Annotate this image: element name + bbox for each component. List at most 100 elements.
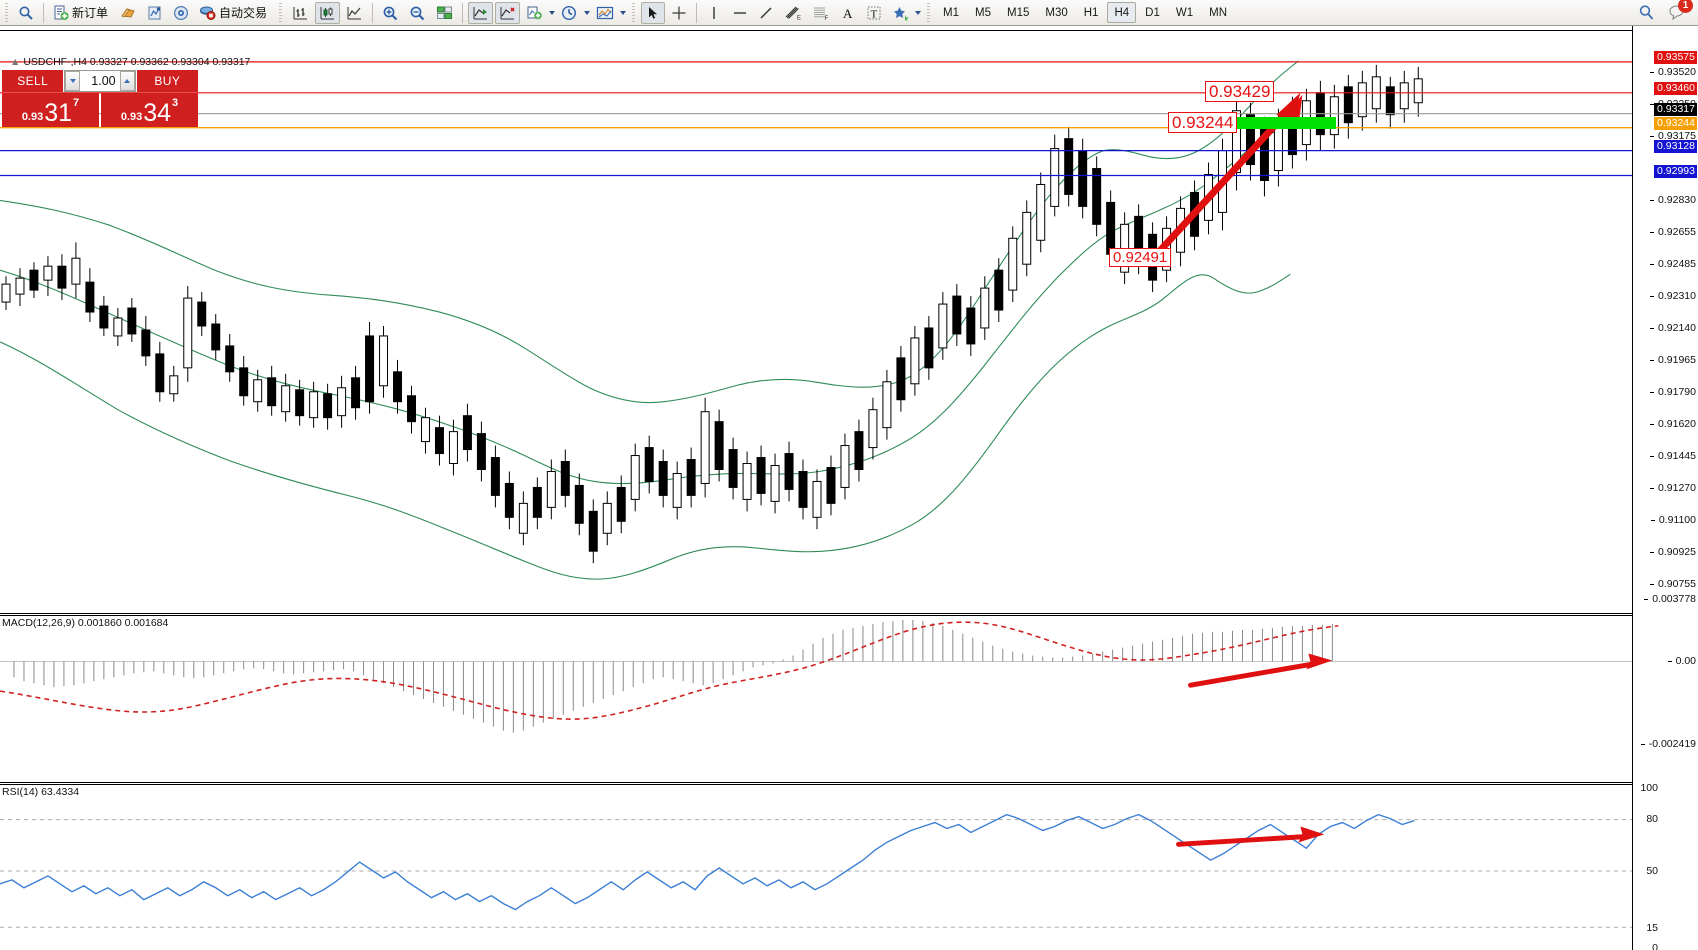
price-tick-092310: 0.92310 — [1650, 290, 1696, 302]
price-tag-093244[interactable]: 0.93244 — [1654, 117, 1697, 130]
equidistant-channel-icon[interactable]: E — [780, 2, 806, 24]
svg-text:A: A — [843, 6, 853, 21]
entry-zone-label[interactable]: 0.93244 — [1168, 112, 1238, 133]
rsi-tick-15: 15 — [1646, 922, 1658, 934]
entry-zone-rectangle[interactable] — [1232, 117, 1336, 129]
resistance-target-label[interactable]: 0.93429 — [1205, 81, 1275, 102]
vertical-line-icon[interactable] — [702, 2, 726, 24]
swing-low-label[interactable]: 0.92491 — [1109, 248, 1172, 267]
price-tick-090925: 0.90925 — [1650, 546, 1696, 558]
arrows-dropdown-icon[interactable] — [914, 2, 922, 24]
macd-panel[interactable]: MACD(12,26,9) 0.001860 0.001684 — [0, 615, 1633, 783]
notifications-icon[interactable]: 1 — [1666, 0, 1693, 23]
macd-label: MACD(12,26,9) 0.001860 0.001684 — [2, 617, 169, 629]
timeframe-group: M1 M5 M15 M30 H1 H4 D1 W1 MN — [935, 2, 1235, 23]
symbol-ohlc-text: USDCHF-,H4 0.93327 0.93362 0.93304 0.933… — [23, 56, 251, 68]
buy-button[interactable]: BUY — [136, 70, 198, 92]
macd-uptrend-arrow[interactable] — [1188, 653, 1333, 688]
volume-increase-icon[interactable] — [119, 71, 135, 91]
line-chart-icon[interactable] — [342, 2, 367, 24]
add-indicator-dropdown-icon[interactable] — [548, 2, 556, 24]
toolbar-grip-3[interactable] — [630, 2, 638, 23]
buy-quote-sup: 3 — [172, 97, 179, 109]
trendline-icon[interactable] — [754, 2, 778, 24]
arrows-shapes-icon[interactable] — [888, 2, 913, 24]
data-window-icon[interactable] — [169, 2, 193, 24]
toolbar-grip-4[interactable] — [925, 2, 933, 23]
timeframe-m15[interactable]: M15 — [1007, 6, 1030, 19]
zoom-out-icon[interactable] — [405, 2, 430, 24]
horizontal-line-icon[interactable] — [728, 2, 752, 24]
period-dropdown-icon[interactable] — [583, 2, 591, 24]
price-tag-093128[interactable]: 0.93128 — [1654, 140, 1697, 153]
text-label-tool-icon[interactable]: T — [862, 2, 886, 24]
volume-stepper[interactable]: 1.00 — [64, 70, 136, 92]
buy-quote[interactable]: 0.93 34 3 — [101, 93, 198, 127]
auto-scroll-icon[interactable] — [495, 1, 521, 24]
period-clock-icon[interactable] — [557, 2, 582, 24]
search-icon[interactable] — [1636, 3, 1656, 23]
price-tick-090755: 0.90755 — [1650, 578, 1696, 590]
svg-text:F: F — [825, 16, 829, 21]
price-tag-093460[interactable]: 0.93460 — [1654, 82, 1697, 95]
cursor-tool-icon[interactable] — [641, 1, 666, 24]
price-tick-093175: 0.93175 — [1650, 130, 1696, 142]
macd-tick-0002419: -0.002419 — [1640, 738, 1696, 750]
price-axis[interactable]: 0.935200.933500.931750.928300.926550.924… — [1632, 26, 1698, 950]
new-order-button[interactable]: 新订单 — [49, 2, 114, 24]
template-dropdown-icon[interactable] — [619, 2, 627, 24]
bollinger-upper-band — [0, 60, 1299, 404]
add-indicator-icon[interactable] — [522, 2, 547, 24]
price-tag-093575[interactable]: 0.93575 — [1654, 51, 1697, 64]
crosshair-cursor-icon[interactable] — [667, 2, 691, 24]
sell-button[interactable]: SELL — [2, 70, 64, 92]
price-tick-091620: 0.91620 — [1650, 418, 1696, 430]
fibonacci-icon[interactable]: F — [808, 2, 834, 24]
sell-quote-sup: 7 — [73, 97, 80, 109]
timeframe-m5[interactable]: M5 — [975, 6, 991, 19]
sell-quote-big: 31 — [44, 99, 73, 127]
rsi-plot — [0, 813, 1632, 928]
price-tick-091270: 0.91270 — [1650, 482, 1696, 494]
volume-decrease-icon[interactable] — [65, 71, 81, 91]
toolbar-grip[interactable] — [3, 2, 10, 23]
rsi-panel[interactable]: RSI(14) 63.4334 — [0, 784, 1633, 950]
chart-shift-icon[interactable] — [468, 1, 494, 24]
timeframe-m30[interactable]: M30 — [1045, 6, 1068, 19]
volume-value[interactable]: 1.00 — [80, 71, 120, 91]
symbol-expand-icon[interactable]: ▲ — [10, 56, 21, 68]
one-click-quote-row: 0.93 31 7 0.93 34 3 — [2, 93, 198, 127]
rsi-tick-0: 0 — [1652, 942, 1658, 950]
rsi-uptrend-arrow[interactable] — [1176, 826, 1325, 847]
timeframe-w1[interactable]: W1 — [1175, 6, 1194, 19]
timeframe-d1[interactable]: D1 — [1145, 6, 1160, 19]
candlestick-chart-icon[interactable] — [315, 1, 341, 24]
one-click-trading-panel[interactable]: SELL 1.00 BUY 0.93 31 7 0.93 34 3 — [2, 70, 198, 127]
timeframe-mn[interactable]: MN — [1209, 6, 1227, 19]
bar-chart-icon[interactable] — [288, 2, 313, 24]
template-icon[interactable] — [592, 2, 618, 24]
price-panel[interactable] — [0, 30, 1633, 614]
sell-quote[interactable]: 0.93 31 7 — [2, 93, 99, 127]
crosshair-tool-icon[interactable] — [143, 2, 167, 24]
macd-plot — [0, 619, 1632, 733]
price-tick-091965: 0.91965 — [1650, 354, 1696, 366]
rsi-tick-80: 80 — [1646, 813, 1658, 825]
text-tool-icon[interactable]: A — [836, 2, 860, 24]
chart-area[interactable]: ▲ USDCHF-,H4 0.93327 0.93362 0.93304 0.9… — [0, 26, 1698, 950]
timeframe-h4[interactable]: H4 — [1107, 2, 1137, 23]
timeframe-h1[interactable]: H1 — [1083, 6, 1099, 19]
indicators-icon[interactable] — [116, 2, 141, 24]
price-tag-093317[interactable]: 0.93317 — [1654, 103, 1697, 116]
toolbar-grip-2[interactable] — [277, 2, 285, 23]
auto-trading-button[interactable]: 自动交易 — [195, 2, 273, 24]
zoom-search-icon[interactable] — [14, 2, 38, 24]
toolbar-separator-3 — [462, 2, 464, 23]
price-tick-092830: 0.92830 — [1650, 194, 1696, 206]
price-tag-092993[interactable]: 0.92993 — [1654, 165, 1697, 178]
zoom-in-icon[interactable] — [378, 2, 403, 24]
rsi-label: RSI(14) 63.4334 — [2, 786, 80, 798]
timeframe-m1[interactable]: M1 — [943, 6, 960, 19]
price-tick-091790: 0.91790 — [1650, 386, 1696, 398]
tile-windows-icon[interactable] — [432, 2, 457, 24]
